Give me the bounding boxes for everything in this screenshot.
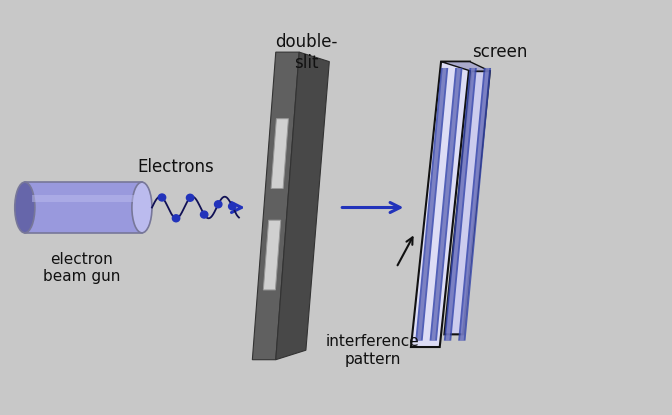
Polygon shape	[460, 68, 489, 341]
Ellipse shape	[132, 182, 152, 233]
Polygon shape	[431, 68, 461, 341]
Polygon shape	[458, 68, 491, 341]
Circle shape	[186, 194, 194, 201]
Bar	[25, 182, 142, 233]
Polygon shape	[444, 71, 490, 334]
Ellipse shape	[15, 182, 35, 233]
Bar	[32, 195, 135, 203]
Polygon shape	[411, 62, 470, 347]
Circle shape	[214, 201, 222, 208]
Polygon shape	[271, 119, 288, 188]
Text: electron
beam gun: electron beam gun	[43, 252, 120, 284]
Circle shape	[228, 203, 236, 210]
Polygon shape	[263, 220, 281, 290]
Circle shape	[173, 215, 179, 222]
Circle shape	[200, 211, 208, 218]
Polygon shape	[253, 52, 299, 360]
Circle shape	[159, 194, 166, 201]
Text: Electrons: Electrons	[137, 158, 214, 176]
Polygon shape	[276, 52, 329, 360]
Polygon shape	[444, 68, 477, 341]
Polygon shape	[446, 68, 475, 341]
Polygon shape	[441, 62, 490, 71]
Text: double-
slit: double- slit	[275, 33, 337, 72]
Text: screen: screen	[472, 43, 528, 61]
Polygon shape	[415, 68, 448, 341]
Polygon shape	[429, 68, 462, 341]
Text: interference
pattern: interference pattern	[326, 334, 420, 367]
Polygon shape	[417, 68, 446, 341]
